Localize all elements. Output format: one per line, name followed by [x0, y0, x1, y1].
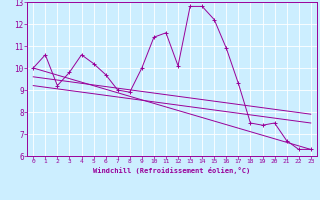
X-axis label: Windchill (Refroidissement éolien,°C): Windchill (Refroidissement éolien,°C)	[93, 167, 251, 174]
